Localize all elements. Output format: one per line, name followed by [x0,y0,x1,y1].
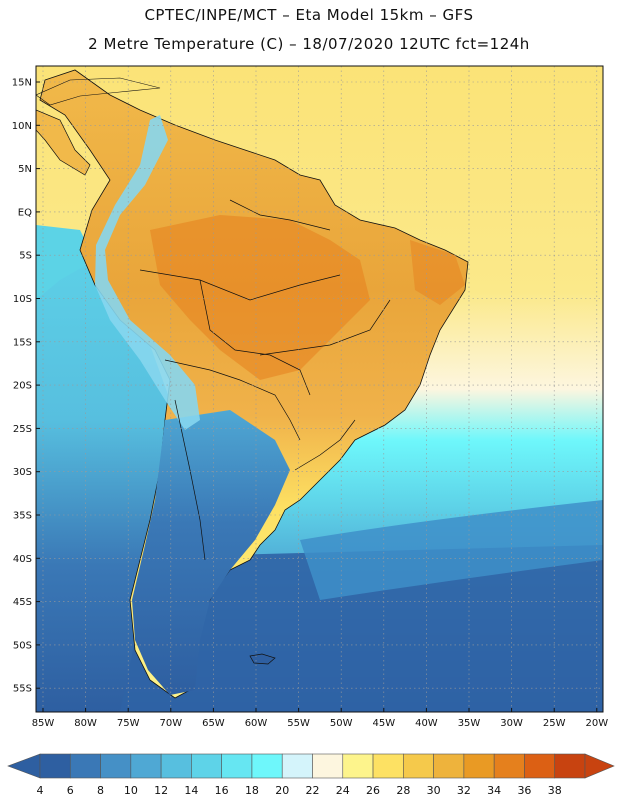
longitude-label: 60W [245,718,268,729]
colorbar-tick-label: 22 [306,784,320,797]
colorbar-tick-label: 30 [427,784,441,797]
colorbar-tick-label: 36 [517,784,531,797]
colorbar-swatch [281,753,313,779]
colorbar-swatch [160,753,192,779]
colorbar-swatch [191,753,222,779]
colorbar-tick-label: 14 [184,784,198,797]
colorbar-tick-label: 28 [396,784,410,797]
longitude-label: 70W [159,718,182,729]
colorbar-tick-label: 24 [336,784,350,797]
colorbar-tick-label: 20 [275,784,289,797]
longitude-label: 20W [585,718,608,729]
colorbar-tick-label: 12 [154,784,168,797]
longitude-label: 35W [458,718,481,729]
colorbar-swatch [69,753,101,779]
colorbar-tick-label: 34 [487,784,501,797]
latitude-label: 40S [13,554,32,565]
southern-cone-cold-region [132,410,290,695]
longitude-label: 85W [32,718,55,729]
andes-cool-strip [95,115,200,430]
latitude-label: 15S [13,337,32,348]
latitude-label: 20S [13,381,32,392]
longitude-axis: 85W 80W 75W 70W 65W 60W 55W 50W 45W 40W 35W 30W 25W 2… [32,708,608,729]
colorbar-swatch [221,753,253,779]
amazon-hot-region [150,215,370,380]
latitude-label: 15N [12,78,32,89]
colorbar-tick-label: 16 [215,784,229,797]
colorbar-tick-label: 10 [124,784,138,797]
colorbar-swatch [251,753,283,779]
colorbar-tick-label: 6 [67,784,74,797]
temperature-colorbar: 4 6 8 10 12 14 16 18 20 22 24 26 28 30 32 34 36 38 [7,753,615,797]
colorbar-swatch [524,753,556,779]
latitude-label: EQ [18,207,32,218]
longitude-label: 80W [74,718,97,729]
colorbar-swatch [342,753,374,779]
longitude-label: 25W [543,718,566,729]
map-title-line-1: CPTEC/INPE/MCT – Eta Model 15km – GFS [144,6,474,24]
colorbar-tick-label: 26 [366,784,380,797]
lat-lon-grid [36,66,603,712]
colorbar-swatch [493,753,525,779]
colorbar-max-arrow [584,753,615,779]
colorbar-swatch [100,753,132,779]
latitude-label: 30S [13,467,32,478]
south-atlantic-cool-band [300,500,603,600]
longitude-label: 65W [202,718,225,729]
latitude-label: 25S [13,424,32,435]
colorbar-swatch [403,753,434,779]
latitude-label: 35S [13,511,32,522]
latitude-label: 10N [12,121,32,132]
colorbar-swatch [554,753,586,779]
colorbar-swatch [130,753,162,779]
latitude-label: 55S [13,684,32,695]
longitude-label: 45W [372,718,395,729]
latitude-label: 50S [13,640,32,651]
longitude-label: 50W [330,718,353,729]
map-title-line-2: 2 Metre Temperature (C) – 18/07/2020 12U… [88,35,530,53]
latitude-axis: 15N 10N 5N EQ 5S 10S 15S 20S 25S 30S 35S 40S 45S 50S 5… [12,78,40,695]
longitude-label: 55W [287,718,310,729]
colorbar-tick-label: 38 [548,784,562,797]
colorbar-tick-label: 18 [245,784,259,797]
colorbar-tick-label: 8 [97,784,104,797]
latitude-label: 5N [18,164,32,175]
colorbar-swatch [433,753,465,779]
map-panel [36,66,603,712]
colorbar-min-arrow [7,753,41,779]
map-border [35,65,604,713]
longitude-label: 40W [415,718,438,729]
latitude-label: 10S [13,294,32,305]
latitude-label: 5S [19,251,32,262]
central-america-landmass [36,109,91,176]
longitude-label: 30W [500,718,523,729]
longitude-label: 75W [117,718,140,729]
northeast-brazil-hot-region [410,240,465,305]
colorbar-swatch [312,753,344,779]
colorbar-swatch [463,753,495,779]
colorbar-tick-label: 4 [37,784,44,797]
pacific-equatorial-field [36,225,95,300]
colorbar-swatch [372,753,404,779]
country-borders [139,199,391,561]
colorbar-tick-label: 32 [457,784,471,797]
colorbar-swatch [39,753,71,779]
latitude-label: 45S [13,597,32,608]
caribbean-coastline [36,77,161,106]
